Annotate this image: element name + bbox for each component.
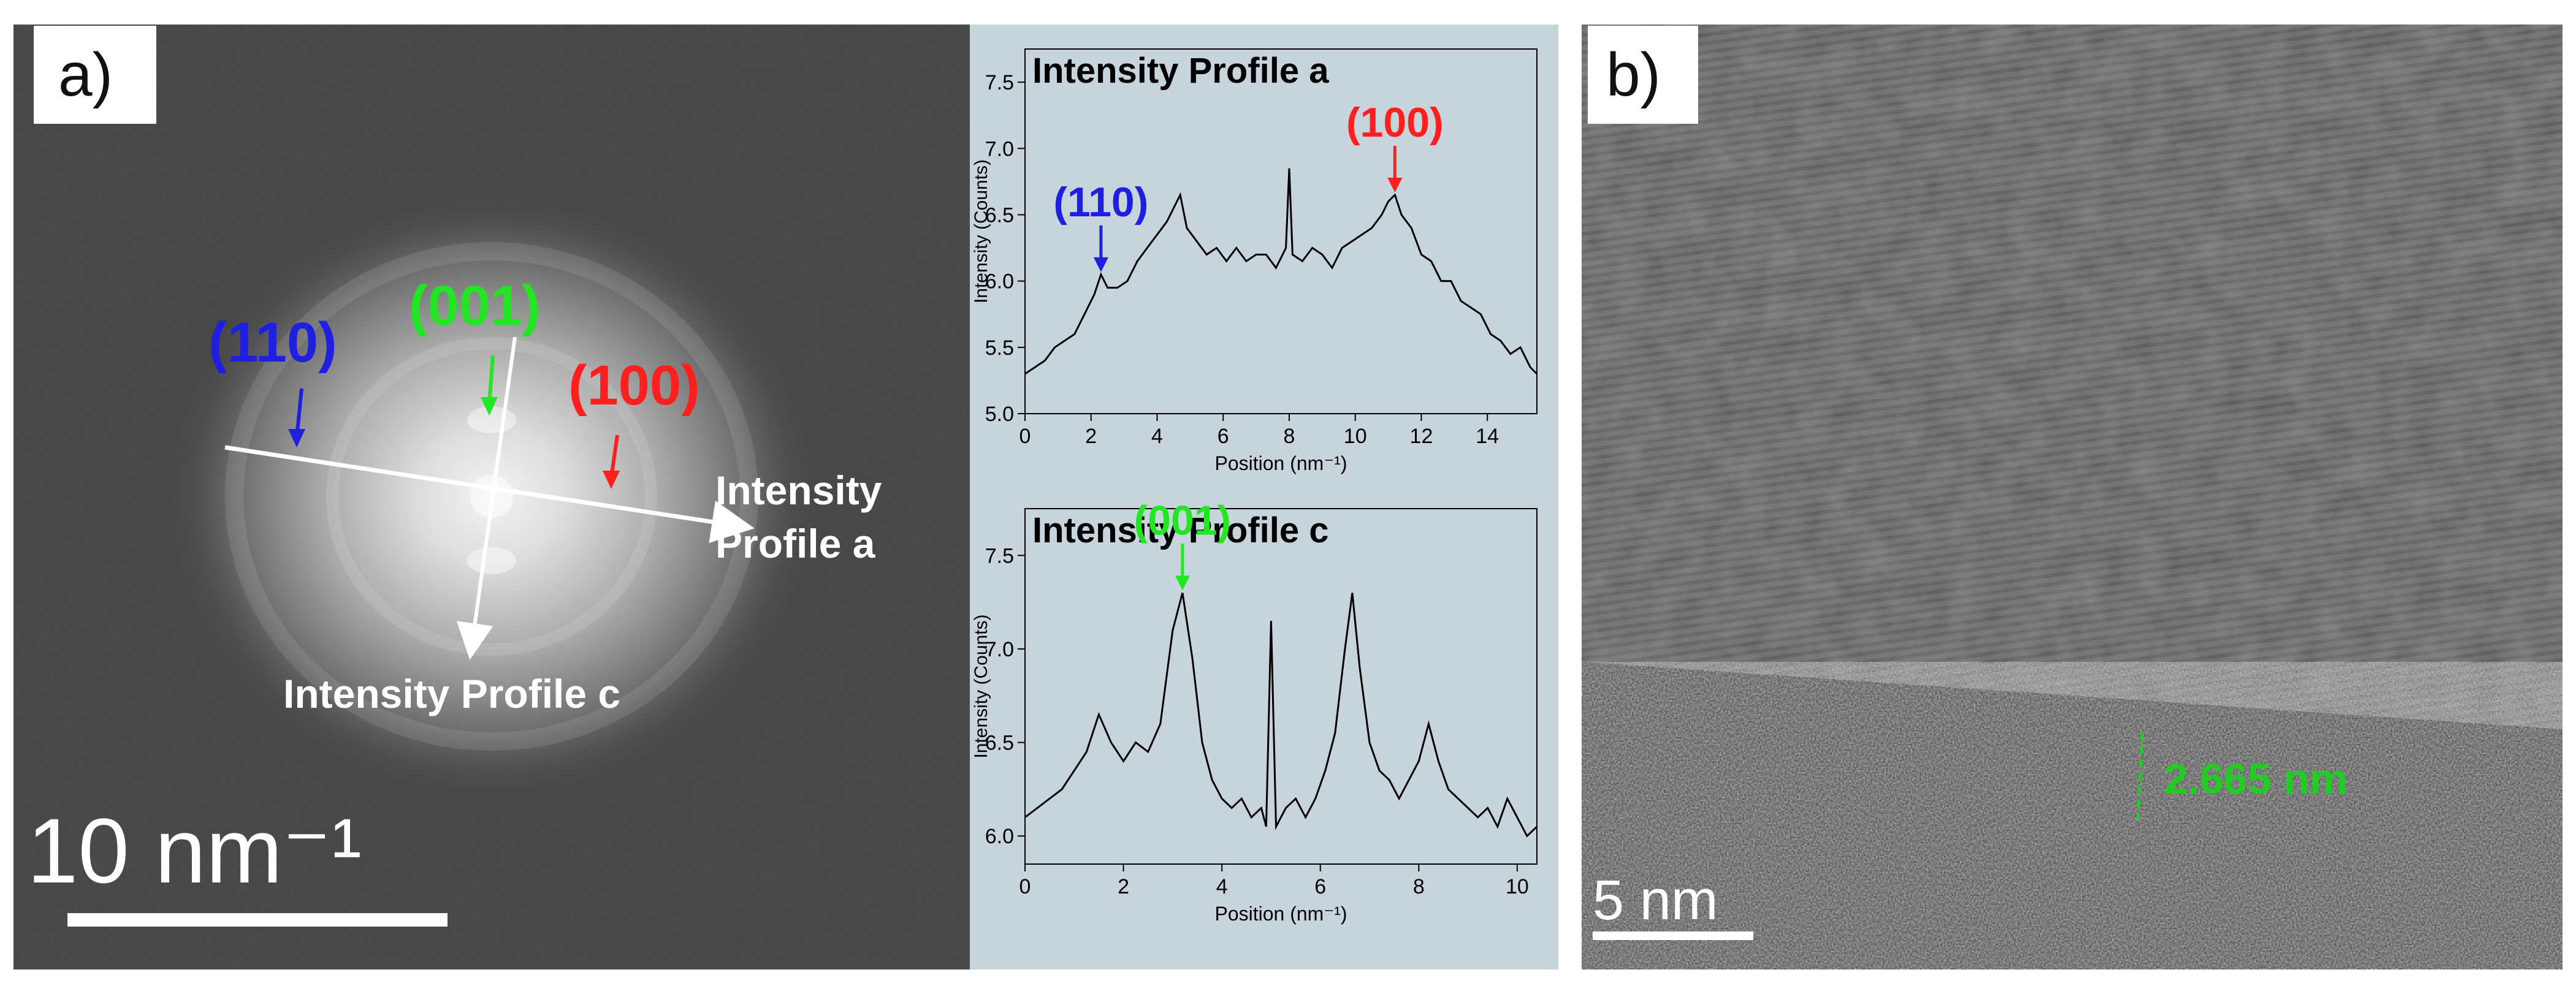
intensity-profile-plots: 0 2 4 6 8 10 12 14 5.0 5.5 6.0 6.5 7.0 7.5 Position (n… bbox=[971, 48, 1538, 925]
x-tick-label: 6 bbox=[1314, 875, 1326, 898]
profile-c-label: Intensity Profile c bbox=[283, 671, 620, 716]
y-tick-label: 7.0 bbox=[985, 137, 1014, 161]
plot-title: Intensity Profile c bbox=[1032, 510, 1328, 550]
plot-profile-a: 0 2 4 6 8 10 12 14 5.0 5.5 6.0 6.5 7.0 7.5 Position (n… bbox=[971, 48, 1538, 474]
peak-annotation: (100) bbox=[1346, 99, 1444, 146]
panel-a-label: a) bbox=[58, 40, 113, 109]
label-001: (001) bbox=[409, 275, 541, 337]
scale-bar-label: 10 nm⁻¹ bbox=[27, 799, 362, 902]
plots-background bbox=[970, 25, 1558, 969]
y-tick-label: 6.0 bbox=[985, 270, 1014, 294]
peak-annotation: (110) bbox=[1053, 179, 1148, 226]
scale-bar-label-b: 5 nm bbox=[1593, 869, 1718, 931]
x-tick-label: 8 bbox=[1413, 875, 1425, 898]
y-axis-label: Intensity (Counts) bbox=[971, 614, 991, 758]
x-tick-label: 8 bbox=[1284, 425, 1295, 448]
y-tick-label: 7.0 bbox=[985, 638, 1014, 661]
x-tick-label: 2 bbox=[1118, 875, 1129, 898]
series-line bbox=[1024, 168, 1538, 375]
y-tick-label: 7.5 bbox=[985, 71, 1014, 94]
panel-a-label-box: a) bbox=[34, 26, 156, 124]
profile-c-line bbox=[456, 336, 517, 660]
plot-frame bbox=[1024, 508, 1538, 865]
x-axis-label: Position (nm⁻¹) bbox=[1214, 903, 1347, 925]
x-tick-label: 4 bbox=[1151, 425, 1163, 448]
measurement-line bbox=[2136, 732, 2144, 821]
peak-arrowhead-icon bbox=[1387, 178, 1403, 192]
y-tick-label: 5.5 bbox=[985, 336, 1014, 360]
panel-b-label-box: b) bbox=[1588, 26, 1698, 124]
peak-annotation: (001) bbox=[1134, 497, 1232, 544]
scale-bar bbox=[67, 913, 448, 927]
plot-title: Intensity Profile a bbox=[1032, 51, 1329, 91]
y-tick-label: 6.5 bbox=[985, 203, 1014, 227]
x-tick-label: 0 bbox=[1019, 425, 1031, 448]
y-tick-label: 5.0 bbox=[985, 403, 1014, 426]
plot-profile-c: 0 2 4 6 8 10 6.0 6.5 7.0 7.5 Position (nm⁻¹) Intens… bbox=[971, 497, 1538, 925]
x-tick-label: 10 bbox=[1344, 425, 1367, 448]
peak-arrowhead-icon bbox=[1093, 257, 1108, 272]
y-tick-label: 6.5 bbox=[985, 732, 1014, 755]
scale-bar-b bbox=[1593, 931, 1753, 940]
peak-arrowhead-icon bbox=[1175, 575, 1190, 591]
panel-b-label: b) bbox=[1606, 40, 1661, 109]
profile-a-line bbox=[224, 445, 755, 544]
plot-frame bbox=[1024, 48, 1538, 414]
profile-a-label-line1: Intensity bbox=[715, 468, 882, 513]
label-100: (100) bbox=[568, 354, 700, 417]
x-tick-label: 12 bbox=[1410, 425, 1433, 448]
x-axis-label: Position (nm⁻¹) bbox=[1214, 452, 1347, 474]
label-110: (110) bbox=[208, 311, 337, 374]
x-tick-label: 14 bbox=[1476, 425, 1499, 448]
measurement-label: 2.665 nm bbox=[2164, 755, 2348, 803]
y-axis-label: Intensity (Counts) bbox=[971, 159, 991, 303]
x-tick-label: 2 bbox=[1085, 425, 1097, 448]
y-tick-label: 6.0 bbox=[985, 825, 1014, 848]
x-tick-label: 4 bbox=[1216, 875, 1228, 898]
diffraction-pattern-image: (110) (001) (100) Intensity Profile a In… bbox=[13, 25, 970, 969]
x-tick-label: 10 bbox=[1506, 875, 1529, 898]
y-tick-label: 7.5 bbox=[985, 544, 1014, 567]
hrtem-image: 2.665 nm 5 nm bbox=[1582, 25, 2563, 969]
series-line bbox=[1024, 593, 1538, 838]
arrow-001-icon bbox=[487, 355, 495, 405]
x-tick-label: 0 bbox=[1019, 875, 1031, 898]
x-tick-label: 6 bbox=[1218, 425, 1229, 448]
profile-a-label-line2: Profile a bbox=[715, 521, 876, 566]
